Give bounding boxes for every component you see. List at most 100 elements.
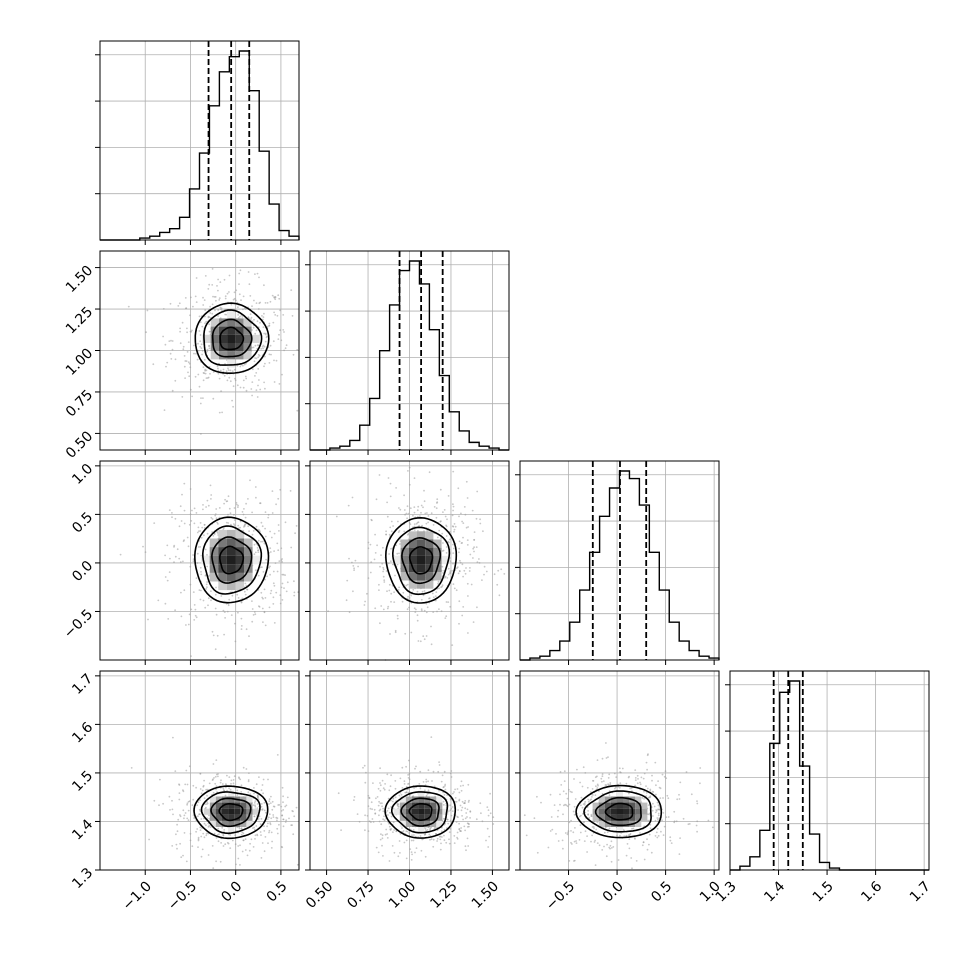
sample-point [381,837,384,840]
sample-point [451,514,454,517]
density-cell [425,572,434,581]
sample-point [628,838,631,840]
sample-point [421,524,423,527]
sample-point [214,514,217,517]
sample-point [250,388,253,390]
sample-point [656,836,659,839]
sample-point [398,586,400,589]
sample-point [189,565,192,568]
sample-point [374,552,377,554]
sample-point [210,599,212,602]
sample-point [246,854,249,857]
sample-point [562,813,564,816]
sample-point [174,379,177,382]
sample-point [245,502,248,505]
density-cell [417,572,426,581]
sample-point [263,830,266,832]
sample-point [601,849,604,851]
density-cell [408,572,417,581]
density-cell [424,820,431,827]
sample-point [276,832,279,835]
sample-point [666,794,669,797]
sample-point [433,506,436,508]
sample-point [481,579,483,581]
sample-point [417,521,420,524]
sample-point [279,488,282,491]
sample-point [260,834,262,836]
sample-point [189,513,192,516]
sample-point [183,365,186,368]
sample-point [420,504,423,507]
sample-point [182,345,185,348]
sample-point [459,830,461,832]
sample-point [420,608,423,611]
sample-point [211,312,214,315]
sample-point [242,295,245,298]
sample-point [218,411,221,414]
sample-point [603,845,605,848]
sample-point [183,482,186,485]
sample-point [263,365,265,368]
density-cell [222,802,229,809]
density-cell [235,581,245,591]
sample-point [257,539,260,542]
density-cell [235,538,245,548]
sample-point [663,775,666,778]
density-contour [194,302,270,374]
sample-point [232,405,235,408]
sample-point [234,640,237,643]
sample-point [425,522,428,525]
sample-point [388,860,391,862]
sample-point [227,369,230,371]
sample-point [394,629,397,632]
sample-point [607,777,610,779]
density-contour [384,785,457,839]
density-cell [405,796,412,803]
sample-point [441,532,444,535]
sample-point [373,558,376,561]
sample-point [609,782,612,784]
sample-point [455,589,458,592]
sample-point [596,842,599,844]
sample-point [378,589,380,591]
sample-point [549,830,552,832]
sample-point [374,533,376,536]
sample-point [245,648,247,651]
sample-point [186,802,189,805]
sample-point [685,771,688,773]
sample-point [200,571,202,573]
density-contour [211,318,253,358]
sample-point [605,855,608,858]
sample-point [229,788,232,791]
sample-point [164,554,167,557]
sample-point [405,839,408,842]
density-cell [226,581,236,591]
sample-point [443,509,446,511]
sample-point [252,846,255,848]
sample-point [193,522,196,525]
sample-point [462,784,464,787]
sample-point [596,783,599,786]
sample-point [461,563,464,566]
sample-point [257,368,260,370]
sample-point [237,845,240,847]
sample-point [466,544,469,546]
sample-point [214,309,216,312]
sample-point [204,548,207,551]
sample-point [240,791,243,793]
sample-point [486,806,489,808]
sample-point [204,574,207,577]
sample-point [657,814,660,817]
sample-point [450,776,453,778]
sample-point [181,321,184,324]
sample-point [688,823,691,825]
sample-point [460,542,463,544]
sample-point [456,838,459,840]
sample-point [182,348,185,351]
sample-point [169,352,172,355]
sample-point [409,523,412,526]
sample-point [581,806,584,809]
sample-point [458,600,461,603]
sample-point [463,825,466,828]
sample-point [262,347,264,350]
